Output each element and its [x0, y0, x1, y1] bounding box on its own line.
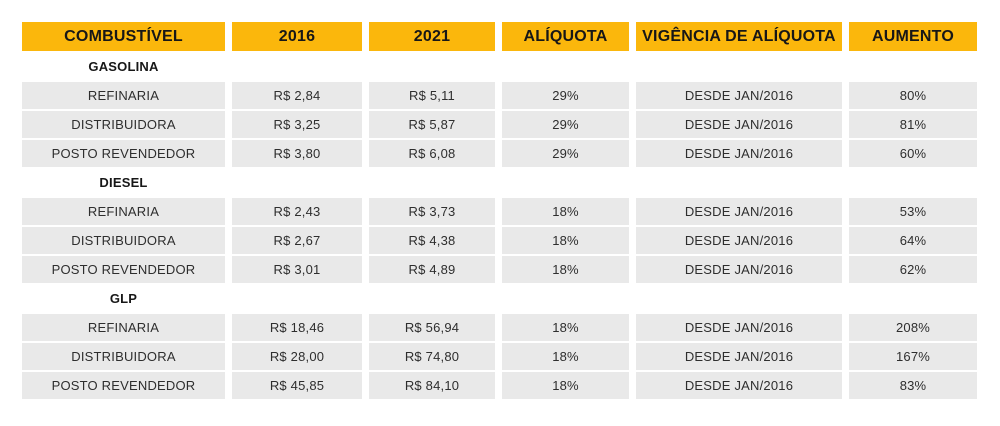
column-header-2016: 2016 [232, 22, 362, 51]
table-cell: REFINARIA [22, 198, 225, 225]
table-row: DISTRIBUIDORA R$ 2,67 R$ 4,38 18% DESDE JAN/… [22, 227, 978, 254]
table-cell: DESDE JAN/2016 [636, 227, 842, 254]
column-header-aumento: AUMENTO [849, 22, 977, 51]
table-cell: R$ 3,73 [369, 198, 495, 225]
table-cell: 53% [849, 198, 977, 225]
column-header-2021: 2021 [369, 22, 495, 51]
table-cell: 18% [502, 198, 629, 225]
table-row: DISTRIBUIDORA R$ 28,00 R$ 74,80 18% DESDE JA… [22, 343, 978, 370]
table-cell: R$ 2,67 [232, 227, 362, 254]
table-cell: 80% [849, 82, 977, 109]
table-cell: R$ 3,80 [232, 140, 362, 167]
table-cell: R$ 2,43 [232, 198, 362, 225]
table-cell: 83% [849, 372, 977, 399]
section-label-row: DIESEL [22, 169, 978, 196]
table-cell: R$ 45,85 [232, 372, 362, 399]
table-row: DISTRIBUIDORA R$ 3,25 R$ 5,87 29% DESDE JAN/… [22, 111, 978, 138]
section-label-row: GLP [22, 285, 978, 312]
table-row: POSTO REVENDEDOR R$ 3,80 R$ 6,08 29% DESDE J… [22, 140, 978, 167]
table-cell: R$ 4,89 [369, 256, 495, 283]
table-cell: DESDE JAN/2016 [636, 314, 842, 341]
table-cell: 60% [849, 140, 977, 167]
table-cell: DESDE JAN/2016 [636, 343, 842, 370]
table-cell: R$ 18,46 [232, 314, 362, 341]
column-header-aliquota: ALÍQUOTA [502, 22, 629, 51]
table-cell: 29% [502, 82, 629, 109]
table-cell: 18% [502, 372, 629, 399]
table-cell: DISTRIBUIDORA [22, 111, 225, 138]
table-row: REFINARIA R$ 2,43 R$ 3,73 18% DESDE JAN/2016… [22, 198, 978, 225]
table-cell: R$ 3,01 [232, 256, 362, 283]
table-cell: DESDE JAN/2016 [636, 111, 842, 138]
table-cell: 18% [502, 343, 629, 370]
table-body: GASOLINA REFINARIA R$ 2,84 R$ 5,11 29% DESDE … [22, 53, 978, 399]
table-cell: 64% [849, 227, 977, 254]
table-cell: R$ 56,94 [369, 314, 495, 341]
table-cell: R$ 3,25 [232, 111, 362, 138]
table-cell: 29% [502, 111, 629, 138]
table-cell: REFINARIA [22, 82, 225, 109]
table-cell: 18% [502, 314, 629, 341]
section-label: DIESEL [22, 169, 225, 196]
table-cell: POSTO REVENDEDOR [22, 372, 225, 399]
table-cell: R$ 84,10 [369, 372, 495, 399]
table-header-row: COMBUSTÍVEL 2016 2021 ALÍQUOTA VIGÊNCIA … [22, 22, 978, 51]
table-cell: DESDE JAN/2016 [636, 82, 842, 109]
table-row: POSTO REVENDEDOR R$ 3,01 R$ 4,89 18% DESDE J… [22, 256, 978, 283]
table-row: REFINARIA R$ 2,84 R$ 5,11 29% DESDE JAN/2016… [22, 82, 978, 109]
table-cell: 81% [849, 111, 977, 138]
table-cell: R$ 74,80 [369, 343, 495, 370]
table-cell: 167% [849, 343, 977, 370]
column-header-combustivel: COMBUSTÍVEL [22, 22, 225, 51]
table-cell: R$ 5,87 [369, 111, 495, 138]
table-cell: 18% [502, 256, 629, 283]
table-cell: R$ 4,38 [369, 227, 495, 254]
section-label: GASOLINA [22, 53, 225, 80]
table-row: POSTO REVENDEDOR R$ 45,85 R$ 84,10 18% DESDE… [22, 372, 978, 399]
table-cell: 29% [502, 140, 629, 167]
section-label: GLP [22, 285, 225, 312]
table-cell: 208% [849, 314, 977, 341]
table-cell: DISTRIBUIDORA [22, 227, 225, 254]
table-cell: POSTO REVENDEDOR [22, 256, 225, 283]
table-cell: R$ 6,08 [369, 140, 495, 167]
table-cell: DESDE JAN/2016 [636, 256, 842, 283]
table-cell: 62% [849, 256, 977, 283]
column-header-vigencia: VIGÊNCIA DE ALÍQUOTA [636, 22, 842, 51]
section-label-row: GASOLINA [22, 53, 978, 80]
table-cell: DESDE JAN/2016 [636, 140, 842, 167]
table-cell: REFINARIA [22, 314, 225, 341]
table-cell: DESDE JAN/2016 [636, 372, 842, 399]
table-cell: POSTO REVENDEDOR [22, 140, 225, 167]
table-cell: 18% [502, 227, 629, 254]
table-cell: R$ 2,84 [232, 82, 362, 109]
fuel-price-table: COMBUSTÍVEL 2016 2021 ALÍQUOTA VIGÊNCIA … [22, 22, 978, 401]
table-cell: DESDE JAN/2016 [636, 198, 842, 225]
table-row: REFINARIA R$ 18,46 R$ 56,94 18% DESDE JAN/20… [22, 314, 978, 341]
table-cell: R$ 28,00 [232, 343, 362, 370]
table-cell: DISTRIBUIDORA [22, 343, 225, 370]
table-cell: R$ 5,11 [369, 82, 495, 109]
